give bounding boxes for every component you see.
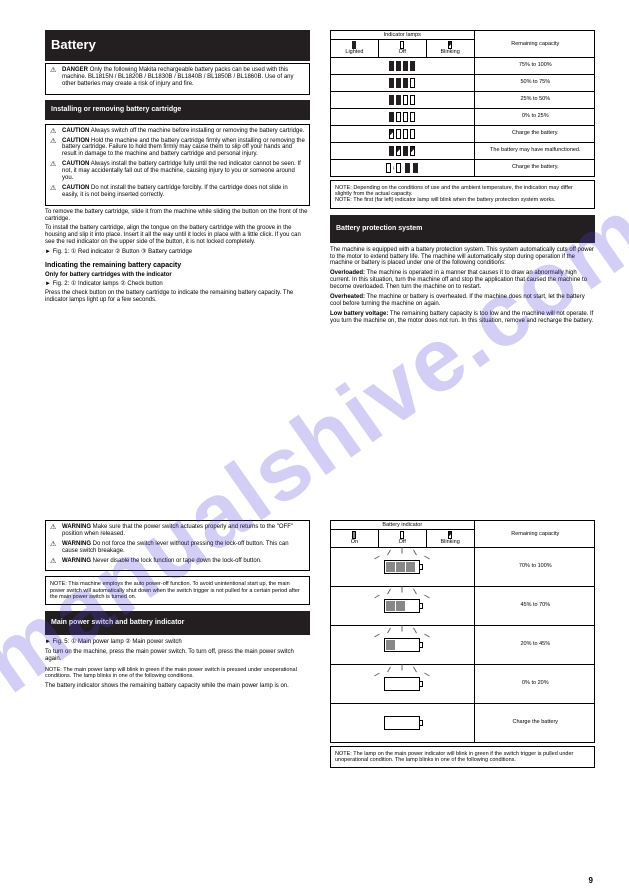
caution-1: Always switch off the machine before ins… <box>91 128 305 134</box>
table1-note: NOTE: Depending on the conditions of use… <box>330 180 595 209</box>
header-main-power: Main power switch and battery indicator <box>45 611 310 635</box>
mainpower-para: To turn on the machine, press the main p… <box>45 649 310 663</box>
table2-note: NOTE: The lamp on the main power indicat… <box>330 746 595 769</box>
para-remove: To remove the battery cartridge, slide i… <box>45 209 310 223</box>
right-col-bottom: Battery indicatorRemaining capacity On O… <box>330 520 595 768</box>
header-battery: Battery <box>45 30 310 61</box>
warning-icon: ⚠ <box>50 138 56 146</box>
overheat-body: The machine or battery is overheated. If… <box>330 294 585 307</box>
caution-title-3: CAUTION <box>62 161 89 167</box>
warning-box: ⚠ WARNING Make sure that the power switch… <box>45 520 310 571</box>
fig1-caption: ► Fig. 1: ① Red indicator ② Button ③ Bat… <box>45 249 310 256</box>
warning-title: WARNING <box>62 524 91 530</box>
warning-icon: ⚠ <box>50 524 56 532</box>
warning-icon: ⚠ <box>50 185 56 193</box>
warning-1: Make sure that the power switch actuates… <box>62 524 293 537</box>
legend-blink-2: Blinking <box>441 539 460 545</box>
t1-head-status: Remaining capacity <box>474 31 594 58</box>
warning-title-2: WARNING <box>62 541 91 547</box>
legend-lit: Lighted <box>345 49 363 55</box>
caution-title-4: CAUTION <box>62 185 89 191</box>
overheat-title: Overheated: <box>330 294 365 300</box>
battery-indicator-para: The battery indicator shows the remainin… <box>45 683 310 690</box>
t2-head-lamps: Battery indicator <box>331 521 475 530</box>
legend-on: On <box>351 539 358 545</box>
caution-title: CAUTION <box>62 128 89 134</box>
caution-2: Hold the machine and the battery cartrid… <box>62 138 305 158</box>
warning-icon: ⚠ <box>50 161 56 169</box>
autopoweroff-note: NOTE: This machine employs the auto powe… <box>45 576 310 605</box>
caution-4: Do not install the battery cartridge for… <box>62 185 288 198</box>
fig3-caption: ► Fig. 5: ① Main power lamp ② Main power… <box>45 639 310 646</box>
left-col-top: Battery ⚠ DANGER Only the following Makit… <box>45 30 310 304</box>
legend-off: Off <box>399 49 406 55</box>
page-number: 9 <box>589 876 593 885</box>
header-install-remove: Installing or removing battery cartridge <box>45 100 310 120</box>
danger-title: DANGER <box>62 67 88 73</box>
t2-head-status: Remaining capacity <box>474 521 594 548</box>
caution-3: Always install the battery cartridge ful… <box>62 161 301 181</box>
overload-title: Overloaded: <box>330 270 365 276</box>
right-col-top: Indicator lampsRemaining capacity Lighte… <box>330 30 595 325</box>
fig2-caption: ► Fig. 2: ① Indicator lamps ② Check butt… <box>45 281 310 288</box>
only-indicator: Only for battery cartridges with the ind… <box>45 272 310 279</box>
warning-icon: ⚠ <box>50 128 56 136</box>
warning-icon: ⚠ <box>50 558 56 566</box>
para-install: To install the battery cartridge, align … <box>45 225 310 246</box>
header-protection: Battery protection system <box>330 215 595 243</box>
t1-head-lamps: Indicator lamps <box>331 31 475 40</box>
warning-icon: ⚠ <box>50 67 56 75</box>
warning-3: Never disable the lock function or tape … <box>93 558 262 564</box>
overload-body: The machine is operated in a manner that… <box>330 270 587 290</box>
mainpower-note: NOTE: The main power lamp will blink in … <box>45 667 310 680</box>
protection-intro: The machine is equipped with a battery p… <box>330 247 595 268</box>
warning-title-3: WARNING <box>62 558 91 564</box>
caution-box: ⚠ CAUTION Always switch off the machine b… <box>45 124 310 206</box>
legend-blink: Blinking <box>441 49 460 55</box>
lowbatt-title: Low battery voltage: <box>330 311 388 317</box>
para-check: Press the check button on the battery ca… <box>45 290 310 304</box>
subhead-indicating: Indicating the remaining battery capacit… <box>45 262 310 270</box>
caution-title-2: CAUTION <box>62 138 89 144</box>
legend-off-2: Off <box>399 539 406 545</box>
indicator-table-2: Battery indicatorRemaining capacity On O… <box>330 520 595 743</box>
warning-2: Do not force the switch lever without pr… <box>62 541 289 554</box>
warning-icon: ⚠ <box>50 541 56 549</box>
indicator-table-1: Indicator lampsRemaining capacity Lighte… <box>330 30 595 177</box>
danger-box: ⚠ DANGER Only the following Makita rechar… <box>45 63 310 95</box>
danger-body: Only the following Makita rechargeable b… <box>62 67 294 87</box>
left-col-bottom: ⚠ WARNING Make sure that the power switch… <box>45 520 310 690</box>
